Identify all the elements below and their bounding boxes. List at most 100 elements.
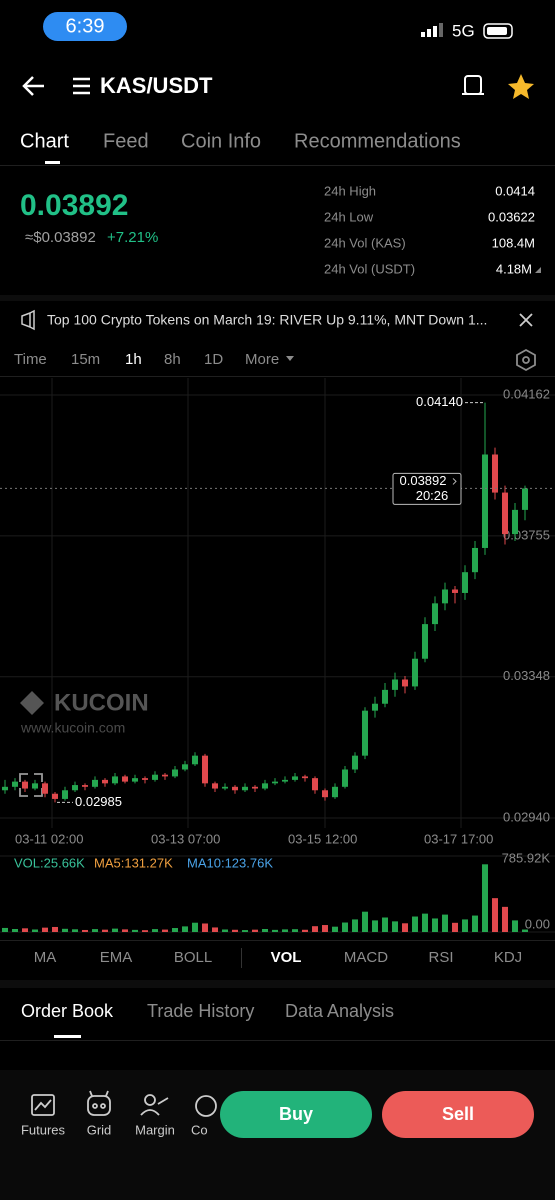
candle-body — [502, 492, 508, 535]
candle-body — [322, 790, 328, 798]
divider — [0, 980, 555, 988]
indicator[interactable]: RSI — [428, 949, 453, 966]
nav-label[interactable]: Co — [191, 1122, 208, 1137]
candle-body — [22, 781, 28, 789]
nav-label[interactable]: Grid — [87, 1122, 112, 1137]
volume-bar — [312, 926, 318, 932]
volume-bar — [492, 898, 498, 932]
candle-body — [242, 786, 248, 791]
indicator[interactable]: KDJ — [494, 949, 522, 966]
expand-triangle[interactable] — [535, 267, 541, 273]
volume-bar — [32, 929, 38, 932]
time-pill — [43, 12, 127, 41]
candle-body — [12, 781, 18, 787]
nav-label[interactable]: Futures — [21, 1122, 66, 1137]
candle-body — [472, 547, 478, 573]
settings-icon[interactable] — [516, 348, 536, 372]
volume-bar — [442, 914, 448, 932]
candle-body — [132, 778, 138, 782]
sell-label[interactable]: Sell — [442, 1104, 474, 1124]
volume-bar — [332, 926, 338, 932]
section-tab[interactable]: Trade History — [147, 1001, 254, 1021]
volume-bar — [372, 920, 378, 932]
volume-bar — [102, 929, 108, 932]
indicator[interactable]: VOL — [271, 949, 302, 966]
interval[interactable]: 1D — [204, 351, 223, 368]
volume-bar — [272, 929, 278, 932]
fullscreen-icon[interactable] — [19, 773, 43, 797]
candle-body — [72, 785, 78, 791]
current-price: 0.03892 — [400, 473, 447, 488]
pair-title[interactable]: KAS/USDT — [100, 73, 213, 98]
buy-button[interactable] — [220, 1091, 372, 1138]
tab[interactable]: Coin Info — [181, 130, 261, 152]
candle-body — [352, 755, 358, 770]
candle-body — [522, 488, 528, 510]
volume-bar — [412, 916, 418, 932]
tab[interactable]: Feed — [103, 130, 149, 152]
candle-body — [162, 774, 168, 777]
volume-bar — [132, 929, 138, 932]
announcement-icon — [21, 309, 35, 331]
current-price-box — [392, 472, 462, 505]
section-underline — [54, 1035, 81, 1038]
volume-bar — [382, 917, 388, 932]
status-network: 5G — [452, 21, 475, 40]
indicator[interactable]: MACD — [344, 949, 388, 966]
volume-bar — [262, 929, 268, 932]
volume-bar — [232, 929, 238, 932]
interval[interactable]: 8h — [164, 351, 181, 368]
tab[interactable]: Chart — [20, 130, 69, 152]
indicator[interactable]: BOLL — [174, 949, 212, 966]
favorite-star[interactable] — [508, 74, 534, 99]
candle-body — [442, 589, 448, 604]
price-change: +7.21% — [107, 229, 158, 246]
candle-body — [222, 786, 228, 789]
nav-label[interactable]: Margin — [135, 1122, 175, 1137]
section-tab[interactable]: Order Book — [21, 1001, 114, 1021]
indicator[interactable]: EMA — [100, 949, 133, 966]
volume-bar — [42, 927, 48, 932]
volume-bar — [192, 922, 198, 932]
divider — [0, 940, 555, 941]
tab[interactable]: Recommendations — [294, 130, 461, 152]
volume-bar — [82, 929, 88, 932]
candle-body — [82, 785, 88, 787]
volume-bar — [22, 928, 28, 932]
back-button[interactable] — [22, 76, 44, 96]
announcement[interactable]: Top 100 Crypto Tokens on March 19: RIVER… — [47, 312, 487, 328]
volume-bar — [482, 864, 488, 932]
candle-body — [192, 755, 198, 765]
menu-icon[interactable] — [73, 77, 90, 95]
vertical-grid — [51, 378, 462, 828]
indicator[interactable]: MA — [34, 949, 57, 966]
candle-body — [62, 790, 68, 799]
volume-bar — [302, 929, 308, 932]
volume-bar — [472, 915, 478, 932]
interval[interactable]: 15m — [71, 351, 100, 368]
volume-bar — [352, 919, 358, 932]
close-button[interactable] — [519, 313, 533, 327]
candle-body — [92, 779, 98, 787]
volume-bar — [122, 929, 128, 932]
interval[interactable]: Time — [14, 351, 47, 368]
buy-label[interactable]: Buy — [279, 1104, 313, 1124]
y-tick-label: 0.04162 — [503, 386, 550, 401]
stat-label: 24h Vol (KAS) — [324, 235, 406, 250]
logo-icon — [20, 691, 44, 715]
stat-label: 24h Low — [324, 209, 374, 224]
x-tick-label: 03-15 12:00 — [288, 831, 357, 846]
interval[interactable]: More — [245, 351, 279, 368]
volume-bar — [172, 928, 178, 932]
candle-body — [152, 774, 158, 780]
divider — [0, 376, 555, 377]
alert-icon[interactable] — [462, 75, 484, 95]
candle-body — [202, 755, 208, 784]
interval[interactable]: 1h — [125, 351, 142, 368]
stat-value: 4.18M — [496, 261, 532, 276]
candle-body — [432, 603, 438, 625]
sell-button[interactable] — [382, 1091, 534, 1138]
logo: KUCOIN — [54, 689, 149, 716]
section-tab[interactable]: Data Analysis — [285, 1001, 394, 1021]
